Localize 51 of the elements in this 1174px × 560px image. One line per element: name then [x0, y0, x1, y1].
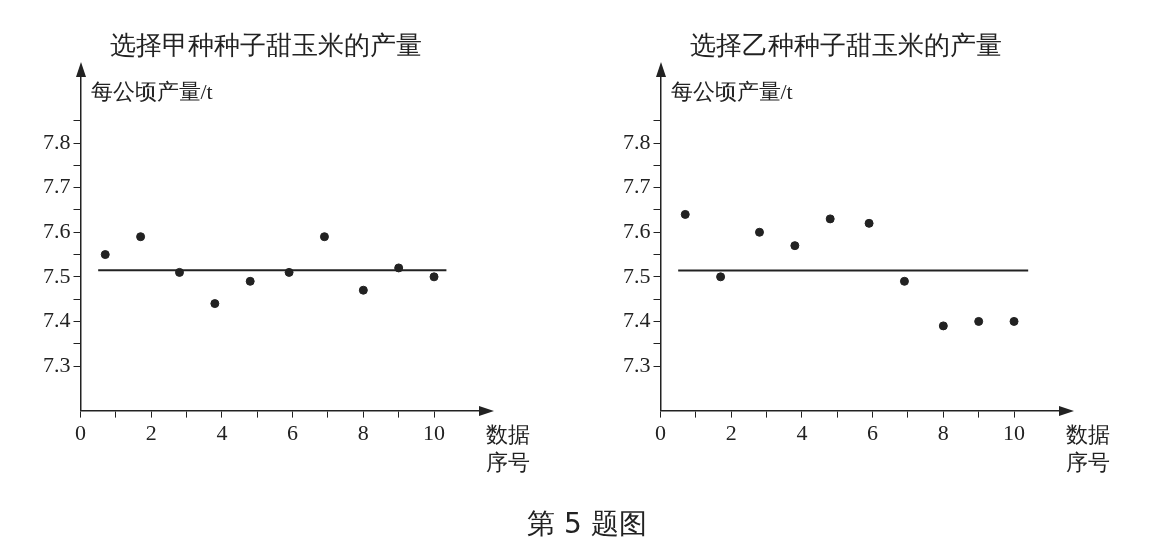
point — [790, 241, 800, 251]
point — [284, 267, 294, 277]
point — [974, 316, 984, 326]
point — [864, 218, 874, 228]
y-tick-label: 7.7 — [623, 173, 651, 199]
x-tick-label: 2 — [725, 419, 737, 445]
point — [825, 214, 835, 224]
y-tick-label: 7.5 — [623, 262, 651, 288]
y-axis-title: 每公顷产量/t — [90, 78, 213, 107]
point — [100, 250, 110, 260]
chart-title: 选择乙种种子甜玉米的产量 — [690, 30, 1002, 62]
x-tick-label: 6 — [287, 419, 299, 445]
x-tick-label: 4 — [796, 419, 808, 445]
x-tick-label: 0 — [75, 419, 86, 445]
point — [394, 263, 404, 273]
point — [174, 267, 184, 277]
x-tick-label: 0 — [655, 419, 666, 445]
point — [938, 321, 948, 331]
x-axis-title: 数据序号 — [486, 420, 531, 478]
point — [754, 227, 764, 237]
y-tick-label: 7.3 — [43, 351, 71, 377]
point — [899, 276, 909, 286]
text: 第 5 题图 — [526, 506, 648, 542]
y-tick-label: 7.8 — [623, 128, 651, 154]
point — [210, 299, 220, 309]
y-tick-label: 7.6 — [43, 218, 71, 244]
x-tick-label: 8 — [357, 419, 369, 445]
point — [429, 272, 439, 282]
point — [136, 232, 146, 242]
y-tick-label: 7.4 — [43, 307, 71, 333]
y-tick-label: 7.8 — [43, 128, 71, 154]
x-axis-title: 数据序号 — [1066, 420, 1111, 478]
x-tick-label: 6 — [867, 419, 879, 445]
y-tick-label: 7.5 — [43, 262, 71, 288]
point — [245, 276, 255, 286]
y-tick-label: 7.4 — [623, 307, 651, 333]
point — [680, 209, 690, 219]
point — [1009, 316, 1019, 326]
x-tick-label: 2 — [145, 419, 157, 445]
point — [716, 272, 726, 282]
y-tick-label: 7.6 — [623, 218, 651, 244]
chart-title: 选择甲种种子甜玉米的产量 — [110, 30, 422, 62]
y-tick-label: 7.3 — [623, 351, 651, 377]
x-tick-label: 10 — [1003, 419, 1026, 445]
x-tick-label: 10 — [423, 419, 446, 445]
x-tick-label: 4 — [216, 419, 228, 445]
y-axis-title: 每公顷产量/t — [670, 78, 793, 107]
x-tick-label: 8 — [937, 419, 949, 445]
y-tick-label: 7.7 — [43, 173, 71, 199]
point — [319, 232, 329, 242]
point — [358, 285, 368, 295]
